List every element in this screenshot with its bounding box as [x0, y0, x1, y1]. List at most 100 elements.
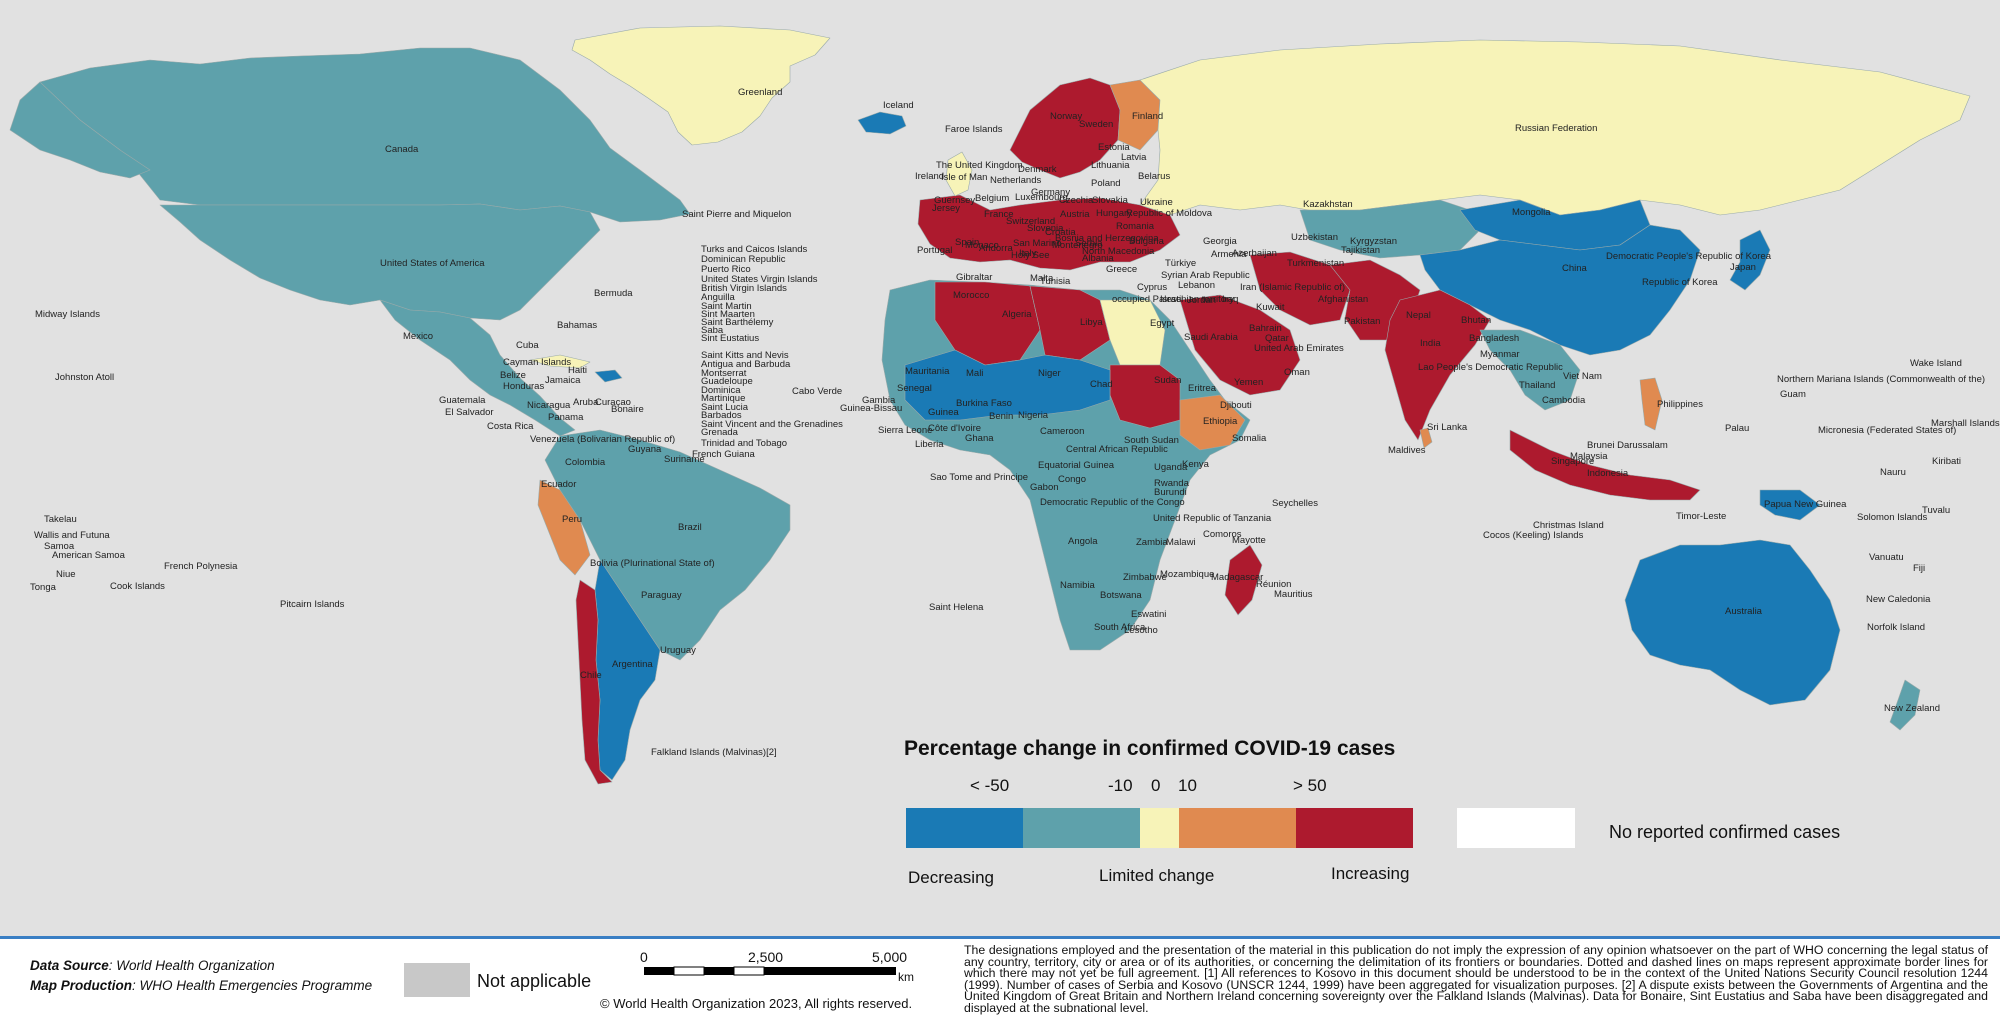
map-label: Georgia [1203, 236, 1238, 247]
map-label: Martinique [701, 393, 745, 404]
map-label: Angola [1068, 536, 1098, 547]
map-label: Czechia [1059, 195, 1094, 206]
map-label: Panama [548, 412, 584, 423]
map-label: Grenada [701, 427, 739, 438]
map-label: Suriname [664, 454, 705, 465]
map-label: Marshall Islands [1931, 418, 2000, 429]
map-label: Canada [385, 144, 419, 155]
map-label: Russian Federation [1515, 123, 1597, 134]
map-label: Denmark [1018, 164, 1057, 175]
map-label: Kazakhstan [1303, 199, 1353, 210]
map-label: Sint Eustatius [701, 333, 759, 344]
map-label: Saint Helena [929, 602, 984, 613]
map-label: Cocos (Keeling) Islands [1483, 530, 1584, 541]
map-label: Mexico [403, 331, 433, 342]
map-label: Viet Nam [1563, 371, 1602, 382]
legend-color-bar [906, 808, 1413, 848]
map-label: Aruba [573, 397, 599, 408]
not-applicable-swatch [404, 963, 470, 997]
map-label: Chad [1090, 379, 1113, 390]
legend-swatch-minus50-to-minus10 [1023, 808, 1140, 848]
map-label: Belgium [975, 193, 1009, 204]
country-shapes [9, 25, 1971, 785]
map-label: Greece [1106, 264, 1137, 275]
map-label: Anguilla [701, 292, 736, 303]
map-label: China [1562, 263, 1588, 274]
map-label: Montenegro [1052, 240, 1103, 251]
map-label: Israel [1160, 294, 1183, 305]
map-label: Iran (Islamic Republic of) [1240, 282, 1345, 293]
map-label: Kiribati [1932, 456, 1961, 467]
map-label: Barbados [701, 410, 742, 421]
not-applicable-label: Not applicable [477, 971, 592, 991]
map-label: Norfolk Island [1867, 622, 1925, 633]
map-label: Gambia [862, 395, 896, 406]
map-label: Albania [1082, 253, 1114, 264]
region-europe [917, 194, 1181, 271]
map-label: Italy [1019, 248, 1037, 259]
region-libya [1029, 285, 1111, 361]
world-map: Greenland Iceland Faroe Islands Canada Unite… [9, 25, 2000, 785]
map-label: Jamaica [545, 375, 581, 386]
map-label: Samoa [44, 541, 75, 552]
map-label: Germany [1031, 187, 1070, 198]
region-alaska [9, 81, 151, 179]
map-label: Sri Lanka [1427, 422, 1468, 433]
map-label: occupied Palestinian territory [1112, 294, 1234, 305]
map-label: Tajikistan [1341, 245, 1380, 256]
map-label: Fiji [1913, 563, 1925, 574]
map-label: Equatorial Guinea [1038, 460, 1115, 471]
map-label: El Salvador [445, 407, 494, 418]
map-label: France [984, 209, 1014, 220]
map-label: Saint Lucia [701, 402, 749, 413]
region-indonesia [1509, 429, 1701, 501]
map-label: Chile [580, 670, 602, 681]
map-label: Democratic Republic of the Congo [1040, 497, 1185, 508]
map-label: Christmas Island [1533, 520, 1604, 531]
map-label: Oman [1284, 367, 1310, 378]
map-label: Turkmenistan [1287, 258, 1344, 269]
legend-category-limited-change: Limited change [1099, 866, 1215, 885]
map-label: Syrian Arab Republic [1161, 270, 1250, 281]
map-label: Switzerland [1006, 216, 1055, 227]
map-label: Côte d'Ivoire [928, 423, 981, 434]
map-label: Maldives [1388, 445, 1426, 456]
map-label: India [1420, 338, 1441, 349]
map-label: Uganda [1154, 462, 1188, 473]
map-label: Qatar [1265, 333, 1289, 344]
map-label: Armenia [1211, 249, 1247, 260]
legend-swatch-gt-50 [1296, 808, 1413, 848]
region-japan [1729, 229, 1771, 291]
map-label: Lebanon [1178, 280, 1215, 291]
map-label: Malaysia [1570, 451, 1608, 462]
legend-title: Percentage change in confirmed COVID-19 … [904, 737, 1396, 760]
map-label: South Sudan [1124, 435, 1179, 446]
legend-no-reported-label: No reported confirmed cases [1609, 822, 1841, 842]
data-source-label: Data Source [30, 958, 109, 973]
map-label: Turks and Caicos Islands [701, 244, 808, 255]
map-label: Ethiopia [1203, 416, 1238, 427]
region-iceland [857, 111, 907, 135]
map-label: Sao Tome and Principe [930, 472, 1028, 483]
map-label: Jordan [1187, 295, 1216, 306]
map-label: Eswatini [1131, 609, 1166, 620]
map-label: Saudi Arabia [1184, 332, 1239, 343]
map-label: Peru [562, 514, 582, 525]
map-label: Comoros [1203, 529, 1242, 540]
map-label: Lesotho [1124, 625, 1158, 636]
map-label: Yemen [1234, 377, 1263, 388]
legend-swatch-limited-change [1140, 808, 1179, 848]
map-label: Niue [56, 569, 76, 580]
scale-label-5000: 5,000 [872, 949, 907, 965]
map-label: Democratic People's Republic of Korea [1606, 251, 1772, 262]
map-label: Namibia [1060, 580, 1096, 591]
region-new-zealand [1889, 679, 1921, 731]
region-uk [945, 151, 973, 197]
map-label: United States Virgin Islands [701, 274, 818, 285]
region-papua-new-guinea [1759, 489, 1821, 521]
map-label: Cambodia [1542, 395, 1586, 406]
map-label: Dominican Republic [701, 254, 786, 265]
map-label: Bosnia and Herzegovina [1055, 233, 1159, 244]
map-label: Belarus [1138, 171, 1170, 182]
map-label: Saint Barthélemy [701, 317, 774, 328]
